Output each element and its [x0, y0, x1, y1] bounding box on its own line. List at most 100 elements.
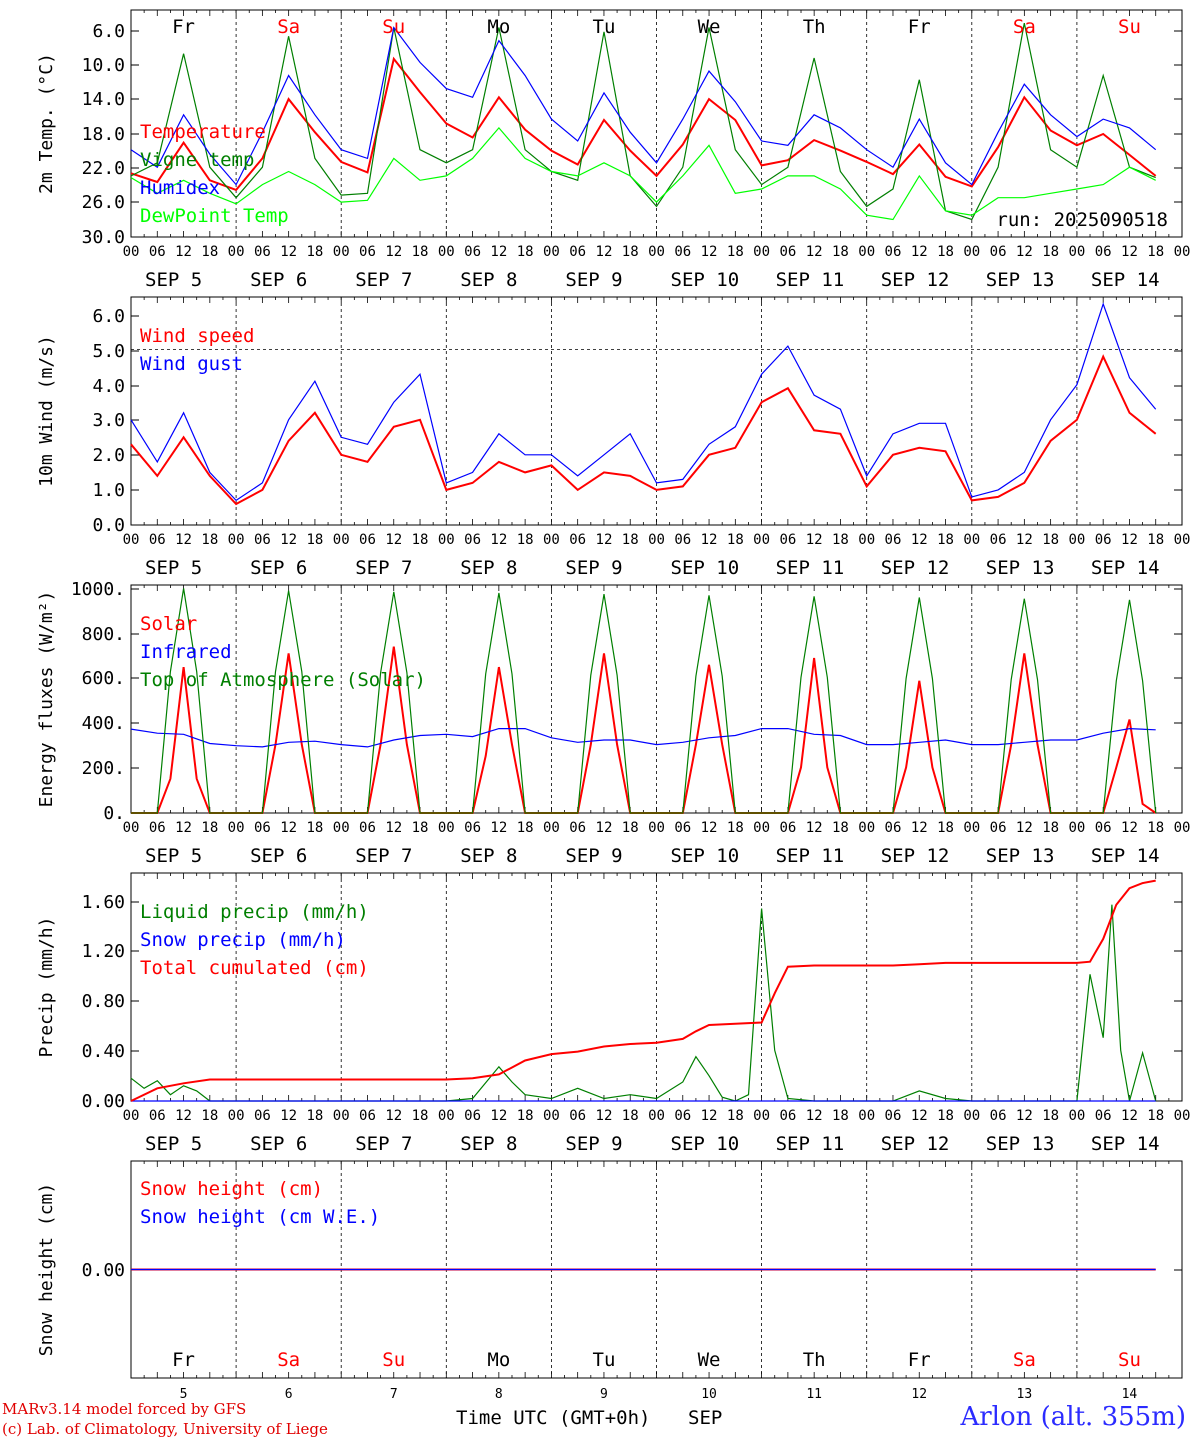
hour-tick-label: 00	[228, 820, 245, 836]
hour-tick-label: 00	[963, 1108, 980, 1124]
hour-tick-label: 12	[175, 244, 192, 260]
hour-tick-label: 06	[990, 244, 1007, 260]
legend-entry: Infrared	[140, 641, 232, 663]
weekday-label: Tu	[593, 16, 616, 38]
y-tick-label: 3.0	[92, 410, 125, 431]
hour-tick-label: 00	[543, 532, 560, 548]
hour-tick-label: 18	[937, 1108, 954, 1124]
hour-tick-label: 06	[779, 244, 796, 260]
date-label: SEP 9	[565, 557, 622, 579]
hour-tick-label: 00	[543, 820, 560, 836]
legend-entry: Snow precip (mm/h)	[140, 929, 346, 951]
weekday-label: Sa	[1013, 16, 1036, 38]
hour-tick-label: 12	[1016, 244, 1033, 260]
hour-tick-label: 18	[517, 244, 534, 260]
credit-lab: (c) Lab. of Climatology, University of L…	[2, 1420, 328, 1438]
day-number: 10	[701, 1387, 717, 1402]
hour-tick-label: 18	[622, 820, 639, 836]
hour-tick-label: 00	[123, 244, 140, 260]
date-label: SEP 7	[355, 845, 412, 867]
hour-tick-label: 06	[569, 1108, 586, 1124]
legend-entry: Solar	[140, 613, 197, 635]
date-label: SEP 10	[671, 557, 740, 579]
hour-tick-label: 12	[806, 820, 823, 836]
date-label: SEP 7	[355, 557, 412, 579]
hour-tick-label: 00	[333, 244, 350, 260]
hour-tick-label: 06	[990, 820, 1007, 836]
y-tick-label: 10.0	[82, 55, 125, 76]
panel-5	[130, 1160, 1183, 1379]
run-label: run: 2025090518	[996, 209, 1168, 231]
hour-tick-label: 06	[149, 532, 166, 548]
date-label: SEP 11	[776, 557, 845, 579]
y-tick-label: 14.0	[82, 89, 125, 110]
series-line-vigne-temp	[130, 22, 1156, 221]
y-tick-label: 1000.	[71, 579, 125, 600]
hour-tick-label: 06	[359, 1108, 376, 1124]
date-label: SEP 12	[881, 1133, 950, 1155]
hour-tick-label: 06	[254, 244, 271, 260]
hour-tick-label: 00	[438, 532, 455, 548]
date-label: SEP 13	[986, 269, 1055, 291]
date-label: SEP 8	[460, 557, 517, 579]
legend-entry: Vigne temp	[140, 149, 254, 171]
weekday-label: Mo	[487, 1349, 510, 1371]
hour-tick-label: 18	[622, 1108, 639, 1124]
hour-tick-label: 12	[385, 244, 402, 260]
hour-tick-label: 12	[490, 244, 507, 260]
date-label: SEP 8	[460, 1133, 517, 1155]
hour-tick-label: 12	[1016, 532, 1033, 548]
panel-1	[130, 9, 1183, 238]
hour-tick-label: 00	[858, 820, 875, 836]
hour-tick-label: 12	[701, 244, 718, 260]
x-axis-month: SEP	[688, 1407, 722, 1429]
credit-model: MARv3.14 model forced by GFS	[2, 1400, 247, 1418]
weekday-label: Sa	[277, 16, 300, 38]
hour-tick-label: 00	[963, 820, 980, 836]
weekday-label: Th	[803, 1349, 826, 1371]
hour-tick-label: 06	[885, 532, 902, 548]
date-label: SEP 14	[1091, 1133, 1160, 1155]
hour-tick-label: 06	[1095, 820, 1112, 836]
hour-tick-label: 12	[911, 532, 928, 548]
hour-tick-label: 00	[1174, 1108, 1191, 1124]
y-tick-label: 0.0	[92, 515, 125, 536]
hour-tick-label: 06	[1095, 532, 1112, 548]
hour-tick-label: 18	[1147, 820, 1164, 836]
legend-entry: Total cumulated (cm)	[140, 957, 369, 979]
date-label: SEP 9	[565, 845, 622, 867]
hour-tick-label: 06	[779, 532, 796, 548]
hour-tick-label: 18	[412, 1108, 429, 1124]
hour-tick-label: 06	[990, 1108, 1007, 1124]
y-tick-label: 1.0	[92, 480, 125, 501]
hour-tick-label: 18	[517, 820, 534, 836]
hour-tick-label: 00	[753, 820, 770, 836]
y-tick-label: 600.	[82, 668, 125, 689]
weekday-label: Su	[382, 1349, 405, 1371]
y-tick-label: 0.	[103, 803, 125, 824]
hour-tick-label: 12	[806, 244, 823, 260]
date-label: SEP 5	[145, 269, 202, 291]
hour-tick-label: 12	[1121, 244, 1138, 260]
hour-tick-label: 12	[596, 532, 613, 548]
y-tick-label: 1.60	[82, 892, 125, 913]
hour-tick-label: 06	[885, 244, 902, 260]
y-tick-label: 4.0	[92, 376, 125, 397]
legend-entry: Temperature	[140, 121, 266, 143]
hour-tick-label: 12	[1121, 532, 1138, 548]
hour-tick-label: 06	[359, 244, 376, 260]
series-line-humidex	[130, 26, 1157, 186]
legend-entry: Wind gust	[140, 353, 243, 375]
hour-tick-label: 00	[123, 820, 140, 836]
hour-tick-label: 18	[412, 244, 429, 260]
day-number: 14	[1122, 1387, 1138, 1402]
weekday-label: We	[698, 16, 721, 38]
hour-tick-label: 18	[1042, 532, 1059, 548]
hour-tick-label: 00	[438, 820, 455, 836]
day-number: 5	[180, 1387, 188, 1402]
hour-tick-label: 12	[490, 1108, 507, 1124]
y-tick-label: 22.0	[82, 158, 125, 179]
hour-tick-label: 06	[674, 1108, 691, 1124]
hour-tick-label: 00	[228, 244, 245, 260]
hour-tick-label: 12	[596, 1108, 613, 1124]
